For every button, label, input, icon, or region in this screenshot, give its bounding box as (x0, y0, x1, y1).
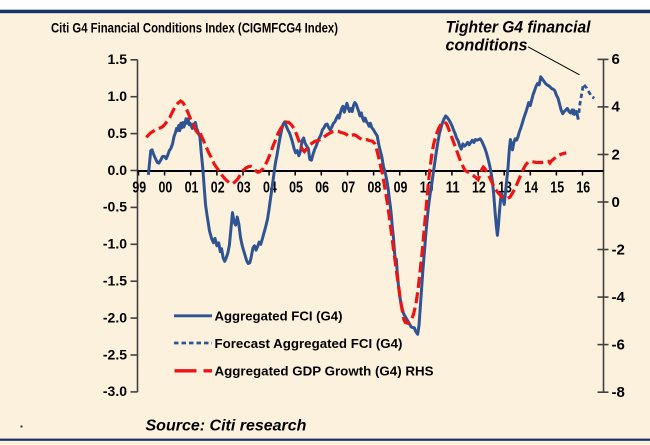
svg-text:0.0: 0.0 (108, 162, 128, 178)
svg-text:09: 09 (394, 179, 408, 196)
svg-text:-2.5: -2.5 (103, 346, 127, 362)
svg-text:15: 15 (550, 179, 564, 196)
svg-text:-2.0: -2.0 (103, 309, 127, 325)
svg-text:-3.0: -3.0 (103, 383, 127, 399)
svg-text:Tighter G4 financial: Tighter G4 financial (446, 19, 591, 37)
svg-text:0.5: 0.5 (108, 125, 128, 141)
svg-text:-6: -6 (612, 336, 625, 353)
svg-text:-4: -4 (612, 289, 626, 306)
svg-text:-1.5: -1.5 (103, 273, 127, 289)
svg-text:00: 00 (159, 179, 173, 196)
svg-text:-1.0: -1.0 (103, 236, 127, 252)
svg-text:07: 07 (341, 179, 355, 196)
svg-text:1.0: 1.0 (108, 88, 128, 104)
svg-text:01: 01 (185, 179, 199, 196)
svg-text:16: 16 (576, 179, 590, 196)
svg-text:Source: Citi research: Source: Citi research (146, 418, 307, 435)
svg-text:conditions: conditions (446, 37, 528, 55)
svg-text:99: 99 (132, 179, 146, 196)
svg-text:03: 03 (237, 179, 251, 196)
svg-text:06: 06 (315, 179, 329, 196)
svg-text:11: 11 (446, 179, 460, 196)
svg-text:12: 12 (472, 179, 486, 196)
svg-text:02: 02 (211, 179, 225, 196)
svg-text:1.5: 1.5 (108, 51, 128, 67)
svg-text:Aggregated FCI (G4): Aggregated FCI (G4) (215, 309, 343, 324)
svg-text:4: 4 (612, 99, 621, 116)
svg-text:0: 0 (612, 194, 620, 211)
svg-text:Forecast Aggregated FCI (G4): Forecast Aggregated FCI (G4) (215, 336, 403, 351)
svg-text:6: 6 (612, 51, 620, 68)
svg-text:Citi G4 Financial Conditions I: Citi G4 Financial Conditions Index (CIGM… (51, 19, 338, 35)
svg-text:2: 2 (612, 146, 620, 163)
svg-text:Aggregated GDP Growth (G4) RHS: Aggregated GDP Growth (G4) RHS (215, 364, 434, 379)
svg-text:05: 05 (289, 179, 303, 196)
svg-text:-0.5: -0.5 (103, 199, 127, 215)
svg-text:-2: -2 (612, 241, 625, 258)
svg-text:-8: -8 (612, 384, 625, 401)
svg-text:08: 08 (368, 179, 382, 196)
svg-text:14: 14 (524, 179, 538, 196)
